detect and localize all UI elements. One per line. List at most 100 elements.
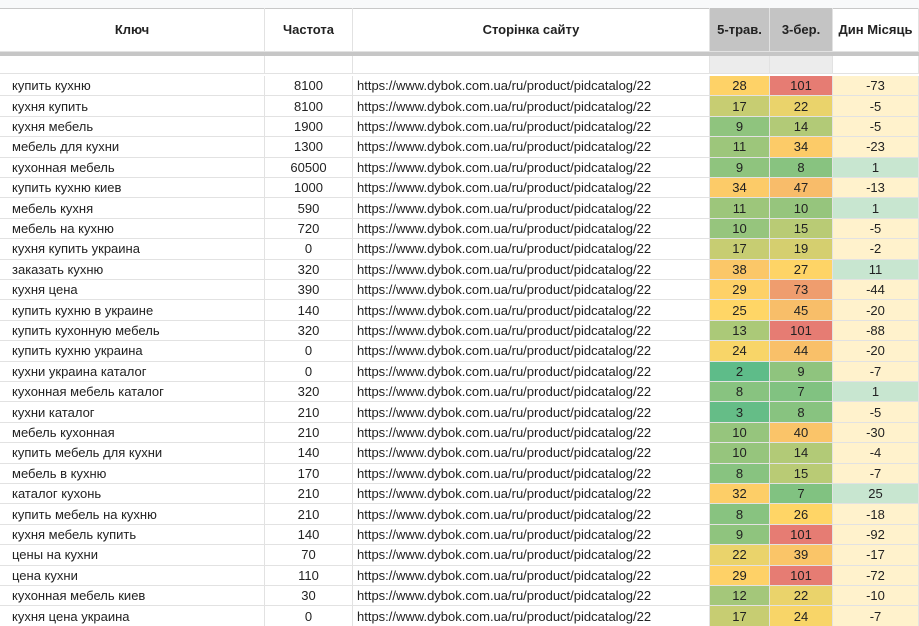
page-url: https://www.dybok.com.ua/ru/product/pidc… [353, 565, 710, 586]
position-march: 26 [770, 504, 833, 525]
column-header: 3-бер. [770, 8, 833, 52]
page-url: https://www.dybok.com.ua/ru/product/pidc… [353, 443, 710, 464]
page-url: https://www.dybok.com.ua/ru/product/pidc… [353, 96, 710, 117]
empty-cell [0, 56, 265, 74]
frequency: 8100 [265, 76, 353, 97]
position-may: 11 [710, 198, 770, 219]
frequency: 210 [265, 402, 353, 423]
keyword: купить кухню в украине [0, 300, 265, 321]
position-may: 17 [710, 606, 770, 626]
position-may: 8 [710, 382, 770, 403]
position-march: 101 [770, 524, 833, 546]
monthly-change: 1 [833, 157, 919, 178]
frequency: 1900 [265, 116, 353, 138]
frequency: 0 [265, 341, 353, 362]
monthly-change: -7 [833, 463, 919, 484]
monthly-change: -88 [833, 320, 919, 342]
frozen-divider [0, 52, 919, 56]
position-may: 32 [710, 484, 770, 505]
monthly-change: 1 [833, 198, 919, 219]
keyword: кухня купить [0, 96, 265, 117]
position-may: 10 [710, 422, 770, 444]
position-may: 24 [710, 341, 770, 362]
frequency: 0 [265, 239, 353, 260]
position-march: 27 [770, 259, 833, 280]
page-url: https://www.dybok.com.ua/ru/product/pidc… [353, 198, 710, 219]
column-header: 5-трав. [710, 8, 770, 52]
page-url: https://www.dybok.com.ua/ru/product/pidc… [353, 137, 710, 158]
monthly-change: -20 [833, 341, 919, 362]
keyword: купить кухню [0, 76, 265, 97]
position-march: 19 [770, 239, 833, 260]
position-march: 8 [770, 157, 833, 178]
page-url: https://www.dybok.com.ua/ru/product/pidc… [353, 218, 710, 240]
page-url: https://www.dybok.com.ua/ru/product/pidc… [353, 239, 710, 260]
keyword: купить мебель на кухню [0, 504, 265, 525]
monthly-change: -44 [833, 280, 919, 301]
monthly-change: -10 [833, 586, 919, 607]
frequency: 320 [265, 259, 353, 280]
position-march: 14 [770, 116, 833, 138]
position-may: 2 [710, 361, 770, 382]
keyword: мебель для кухни [0, 137, 265, 158]
page-url: https://www.dybok.com.ua/ru/product/pidc… [353, 178, 710, 199]
position-march: 7 [770, 382, 833, 403]
column-header: Сторінка сайту [353, 8, 710, 52]
monthly-change: -73 [833, 76, 919, 97]
monthly-change: -20 [833, 300, 919, 321]
position-may: 9 [710, 157, 770, 178]
frequency: 0 [265, 606, 353, 626]
position-may: 12 [710, 586, 770, 607]
page-url: https://www.dybok.com.ua/ru/product/pidc… [353, 76, 710, 97]
keyword: цена кухни [0, 565, 265, 586]
keyword: цены на кухни [0, 545, 265, 566]
frequency: 8100 [265, 96, 353, 117]
frequency: 590 [265, 198, 353, 219]
keyword: мебель в кухню [0, 463, 265, 484]
empty-cell [265, 56, 353, 74]
frequency: 140 [265, 443, 353, 464]
keyword: купить кухонную мебель [0, 320, 265, 342]
position-march: 39 [770, 545, 833, 566]
position-march: 44 [770, 341, 833, 362]
position-march: 47 [770, 178, 833, 199]
page-url: https://www.dybok.com.ua/ru/product/pidc… [353, 463, 710, 484]
page-url: https://www.dybok.com.ua/ru/product/pidc… [353, 606, 710, 626]
frequency: 210 [265, 504, 353, 525]
monthly-change: -23 [833, 137, 919, 158]
page-url: https://www.dybok.com.ua/ru/product/pidc… [353, 361, 710, 382]
empty-cell [710, 56, 770, 74]
empty-cell [833, 56, 919, 74]
frequency: 60500 [265, 157, 353, 178]
position-march: 15 [770, 218, 833, 240]
keyword: каталог кухонь [0, 484, 265, 505]
monthly-change: -5 [833, 218, 919, 240]
position-march: 73 [770, 280, 833, 301]
keyword: кухонная мебель [0, 157, 265, 178]
position-march: 101 [770, 320, 833, 342]
position-may: 10 [710, 443, 770, 464]
page-url: https://www.dybok.com.ua/ru/product/pidc… [353, 545, 710, 566]
frequency: 70 [265, 545, 353, 566]
page-url: https://www.dybok.com.ua/ru/product/pidc… [353, 116, 710, 138]
frequency: 720 [265, 218, 353, 240]
position-may: 11 [710, 137, 770, 158]
position-may: 22 [710, 545, 770, 566]
page-url: https://www.dybok.com.ua/ru/product/pidc… [353, 300, 710, 321]
position-march: 7 [770, 484, 833, 505]
position-march: 34 [770, 137, 833, 158]
position-may: 13 [710, 320, 770, 342]
position-march: 40 [770, 422, 833, 444]
frequency: 390 [265, 280, 353, 301]
column-header: Дин Місяць [833, 8, 919, 52]
frequency: 30 [265, 586, 353, 607]
page-url: https://www.dybok.com.ua/ru/product/pidc… [353, 259, 710, 280]
position-march: 45 [770, 300, 833, 321]
page-url: https://www.dybok.com.ua/ru/product/pidc… [353, 586, 710, 607]
keyword: кухня цена [0, 280, 265, 301]
keyword: кухня мебель купить [0, 524, 265, 546]
position-may: 3 [710, 402, 770, 423]
monthly-change: -2 [833, 239, 919, 260]
monthly-change: -17 [833, 545, 919, 566]
